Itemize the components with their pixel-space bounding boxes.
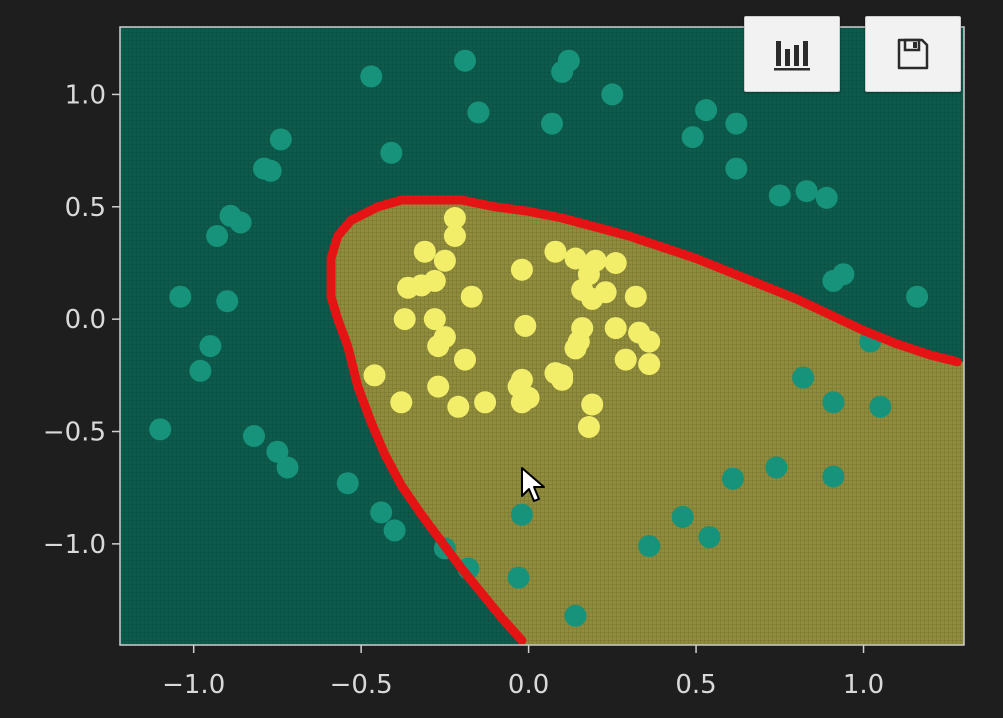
x-tick-label: 0.5 xyxy=(675,670,716,700)
outer-point xyxy=(822,465,845,488)
inner-point xyxy=(427,375,450,398)
x-tick-label: 1.0 xyxy=(843,670,884,700)
inner-point xyxy=(604,252,627,274)
outer-point xyxy=(199,335,222,358)
x-tick-label: −0.5 xyxy=(330,670,393,700)
outer-point xyxy=(266,440,289,463)
save-figure-button[interactable] xyxy=(865,16,961,92)
axes: −1.0 −0.5 0.0 0.5 1.0 1.0 0.5 0.0 −0.5 −1.0 xyxy=(43,80,884,700)
outer-point xyxy=(671,505,694,528)
outer-point xyxy=(216,290,239,313)
outer-point xyxy=(557,49,580,72)
outer-point xyxy=(383,519,406,542)
inner-point xyxy=(427,335,450,358)
inner-point xyxy=(423,308,446,331)
inner-point xyxy=(638,353,661,376)
inner-point xyxy=(638,330,661,353)
inner-point xyxy=(581,393,604,416)
inner-point xyxy=(443,225,466,247)
inner-point xyxy=(474,391,497,414)
save-icon xyxy=(897,38,929,70)
outer-point xyxy=(370,501,393,524)
y-tick-label: 1.0 xyxy=(65,80,106,110)
inner-point xyxy=(433,249,456,272)
inner-point xyxy=(514,314,537,337)
outer-point xyxy=(906,285,929,308)
inner-point xyxy=(393,308,416,331)
outer-point xyxy=(768,184,791,207)
outer-point xyxy=(725,157,748,180)
outer-point xyxy=(541,112,563,135)
data-points xyxy=(149,49,929,627)
inner-point xyxy=(614,348,637,371)
bar-chart-icon xyxy=(774,41,810,71)
inner-point xyxy=(447,395,470,418)
outer-point xyxy=(259,159,282,182)
outer-point xyxy=(695,99,718,122)
inner-point xyxy=(624,285,647,308)
outer-point xyxy=(721,467,744,490)
x-tick-label: −1.0 xyxy=(162,670,225,700)
outer-point xyxy=(243,425,265,447)
outer-point xyxy=(638,535,661,558)
decision-mesh-grid xyxy=(120,27,964,645)
outer-point xyxy=(601,83,624,106)
inner-point xyxy=(423,269,446,292)
inner-point xyxy=(363,364,386,387)
inner-point xyxy=(454,348,476,371)
decision-boundary-line xyxy=(326,195,962,645)
outer-point xyxy=(229,211,252,234)
inner-point xyxy=(571,278,594,301)
inner-point xyxy=(443,207,466,229)
outer-point xyxy=(815,186,838,209)
inner-point xyxy=(564,337,587,360)
inner-point xyxy=(577,416,600,438)
outer-point xyxy=(681,126,704,149)
y-tick-label: −0.5 xyxy=(43,418,106,448)
outer-point xyxy=(360,65,383,88)
chart-options-button[interactable] xyxy=(744,16,840,92)
outer-point xyxy=(832,263,855,286)
outer-point xyxy=(795,180,818,203)
outer-point xyxy=(380,141,403,164)
outer-point xyxy=(725,112,748,135)
inner-point xyxy=(544,240,567,263)
inner-point xyxy=(460,285,483,308)
inner-point xyxy=(510,391,533,414)
outer-point xyxy=(765,456,788,479)
outer-point xyxy=(510,503,533,526)
y-tick-label: 0.5 xyxy=(65,193,106,223)
outer-point xyxy=(336,472,359,495)
outer-point xyxy=(454,49,476,72)
outer-point xyxy=(269,128,292,151)
inner-point xyxy=(551,368,574,391)
mouse-cursor-icon xyxy=(521,467,545,502)
inner-point xyxy=(390,391,413,414)
outer-point xyxy=(206,225,229,247)
outer-point xyxy=(276,456,299,479)
y-tick-label: 0.0 xyxy=(65,305,106,335)
y-tick-label: −1.0 xyxy=(43,530,106,560)
inner-point xyxy=(510,258,533,281)
plot-area xyxy=(120,27,964,645)
x-tick-label: 0.0 xyxy=(508,670,549,700)
outer-point xyxy=(169,285,192,308)
outer-point xyxy=(698,526,721,549)
plot-frame xyxy=(119,26,965,646)
outer-point xyxy=(467,101,490,124)
outer-point xyxy=(869,395,892,418)
outer-point xyxy=(507,566,530,589)
outer-point xyxy=(822,391,845,414)
outer-point xyxy=(564,604,587,627)
outer-point xyxy=(792,366,815,389)
inner-point xyxy=(604,317,627,340)
inner-point xyxy=(413,240,436,263)
outer-point xyxy=(149,418,172,441)
outer-point xyxy=(189,359,212,382)
inner-point xyxy=(564,247,587,270)
